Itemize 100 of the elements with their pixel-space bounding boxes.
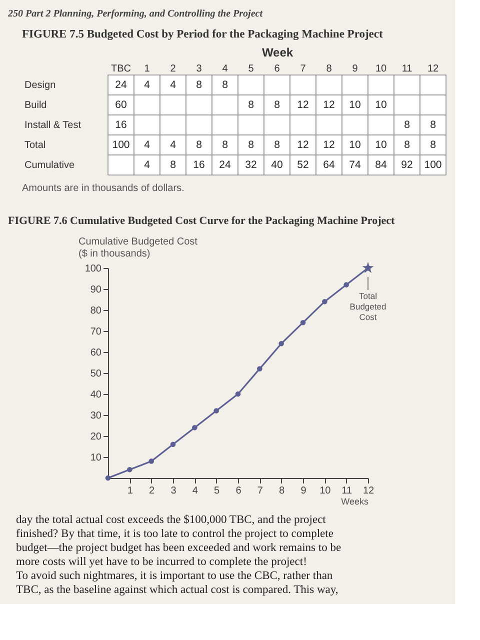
- y-tick-label: 60: [90, 348, 102, 358]
- x-tick-label: 2: [149, 486, 156, 496]
- data-label: 4: [144, 139, 150, 151]
- text: To avoid such nightmares, it is important to use the CBC, rather than: [16, 570, 333, 582]
- x-tick-label: 5: [214, 486, 220, 496]
- data-label: 52: [297, 159, 309, 171]
- data-label: 8: [222, 79, 228, 91]
- point: [127, 466, 132, 472]
- data-label: 8: [430, 139, 436, 151]
- y-tick-label: Total: [24, 140, 46, 151]
- point: [322, 298, 328, 304]
- chart-title: FIGURE 7.5 Budgeted Cost by Period for the Packaging Machine Project: [22, 28, 384, 40]
- x-tick-label: 4: [222, 64, 228, 74]
- y-tick-label: 50: [90, 368, 102, 380]
- x-tick-label: 11: [342, 486, 352, 496]
- text: finished? By that time, it is too late to control the project to complete: [16, 528, 334, 540]
- x-tick-label: 11: [402, 64, 413, 74]
- y-tick-label: 90: [90, 284, 102, 296]
- point: [105, 475, 111, 481]
- x-tick-label: 7: [257, 486, 264, 496]
- x-tick-label: 4: [192, 486, 198, 496]
- point: [148, 458, 154, 464]
- x-tick-label: 5: [248, 64, 254, 74]
- data-label: 8: [196, 139, 202, 151]
- x-tick-label: 2: [170, 64, 176, 74]
- point: [235, 391, 241, 397]
- data-label: 16: [115, 119, 127, 131]
- point: [192, 424, 198, 430]
- data-label: 24: [115, 79, 127, 91]
- point: [278, 340, 284, 346]
- data-label: 10: [349, 139, 361, 151]
- point: [344, 282, 349, 288]
- y-axis-title: Cumulative Budgeted Cost ($ in thousands): [78, 236, 198, 260]
- data-label: 4: [144, 159, 150, 171]
- text: 250 Part 2 Planning, Performing, and Controlling the Project: [7, 8, 264, 20]
- x-tick-label: TBC: [111, 64, 131, 74]
- data-label: 40: [271, 159, 283, 171]
- text: TBC, as the baseline against which actual cost is compared. This way,: [16, 584, 338, 596]
- data-label: 92: [401, 159, 413, 171]
- data-label: 8: [274, 139, 280, 151]
- point: [214, 408, 219, 414]
- x-tick-label: 1: [144, 64, 150, 74]
- x-tick-label: 6: [236, 486, 242, 496]
- data-label: 12: [297, 99, 309, 111]
- point: [257, 366, 262, 372]
- y-tick-label: 40: [90, 390, 102, 400]
- data-label: 60: [115, 99, 127, 111]
- x-tick-label: 6: [274, 64, 280, 74]
- chart-title: FIGURE 7.6 Cumulative Budgeted Cost Curve for the Packaging Machine Project: [8, 215, 396, 227]
- data-label: 10: [375, 99, 387, 111]
- text: budget—the project budget has been exceeded and work remains to be: [16, 542, 342, 554]
- data-label: 8: [430, 119, 436, 131]
- data-label: 100: [112, 139, 130, 151]
- data-label: 12: [297, 139, 309, 151]
- x-tick-label: 12: [427, 64, 439, 74]
- data-label: 24: [219, 159, 231, 171]
- data-label: 74: [349, 159, 361, 171]
- y-tick-label: Design: [24, 80, 56, 91]
- data-label: 12: [323, 99, 335, 111]
- x-tick-label: 3: [196, 64, 202, 74]
- point: [170, 442, 176, 448]
- y-tick-label: 20: [90, 432, 102, 442]
- x-axis-title: Weeks: [341, 496, 369, 506]
- x-tick-label: 1: [127, 486, 134, 496]
- point: [362, 262, 374, 273]
- data-label: 8: [196, 79, 202, 91]
- annotation: Total Budgeted Cost: [350, 291, 386, 322]
- y-tick-label: 10: [90, 452, 102, 464]
- y-tick-label: 100: [84, 264, 102, 274]
- y-tick-label: 30: [90, 410, 102, 422]
- data-label: 84: [375, 159, 387, 171]
- x-tick-label: 7: [300, 64, 306, 74]
- data-label: 8: [248, 139, 254, 151]
- data-label: 8: [274, 99, 280, 111]
- point: [300, 320, 306, 326]
- data-label: 10: [349, 99, 361, 111]
- x-tick-label: 9: [300, 486, 307, 496]
- x-tick-label: 8: [326, 64, 332, 74]
- text: day the total actual cost exceeds the $100,000 TBC, and the project: [16, 514, 327, 526]
- x-tick-label: 10: [375, 64, 387, 74]
- y-tick-label: Cumulative: [24, 160, 75, 171]
- data-label: 8: [404, 139, 410, 151]
- y-tick-label: Install & Test: [24, 120, 82, 131]
- data-label: 16: [193, 159, 205, 171]
- data-label: 32: [245, 159, 257, 171]
- data-label: 4: [170, 139, 176, 151]
- data-label: 100: [424, 159, 442, 171]
- x-axis-title: Week: [262, 46, 294, 60]
- x-tick-label: 3: [170, 486, 177, 496]
- data-label: 4: [144, 79, 150, 91]
- x-tick-label: 8: [279, 486, 286, 496]
- text: Amounts are in thousands of dollars.: [22, 183, 184, 194]
- data-label: 4: [170, 79, 176, 91]
- y-tick-label: Build: [24, 100, 47, 111]
- x-tick-label: 9: [352, 64, 358, 74]
- x-tick-label: 12: [362, 486, 374, 496]
- data-label: 10: [375, 139, 387, 151]
- y-tick-label: 80: [90, 306, 102, 316]
- data-label: 8: [222, 139, 228, 151]
- text: more costs will yet have to be incurred to complete the project!: [16, 556, 307, 568]
